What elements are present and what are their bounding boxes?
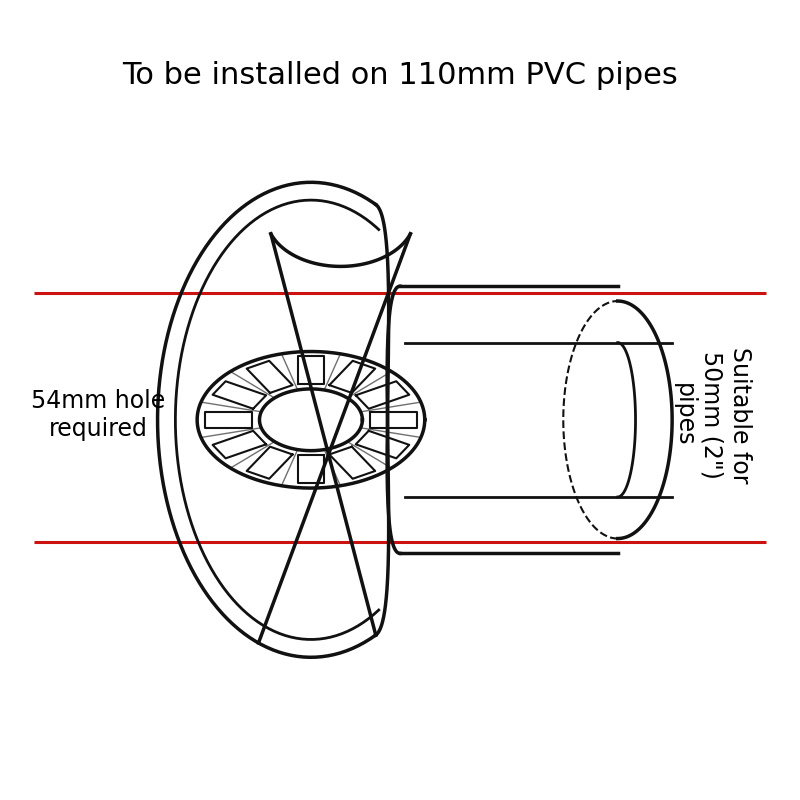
Text: 54mm hole
required: 54mm hole required [31,389,166,441]
Text: Suitable for
50mm (2")
pipes: Suitable for 50mm (2") pipes [672,346,751,483]
Text: To be installed on 110mm PVC pipes: To be installed on 110mm PVC pipes [122,61,678,90]
